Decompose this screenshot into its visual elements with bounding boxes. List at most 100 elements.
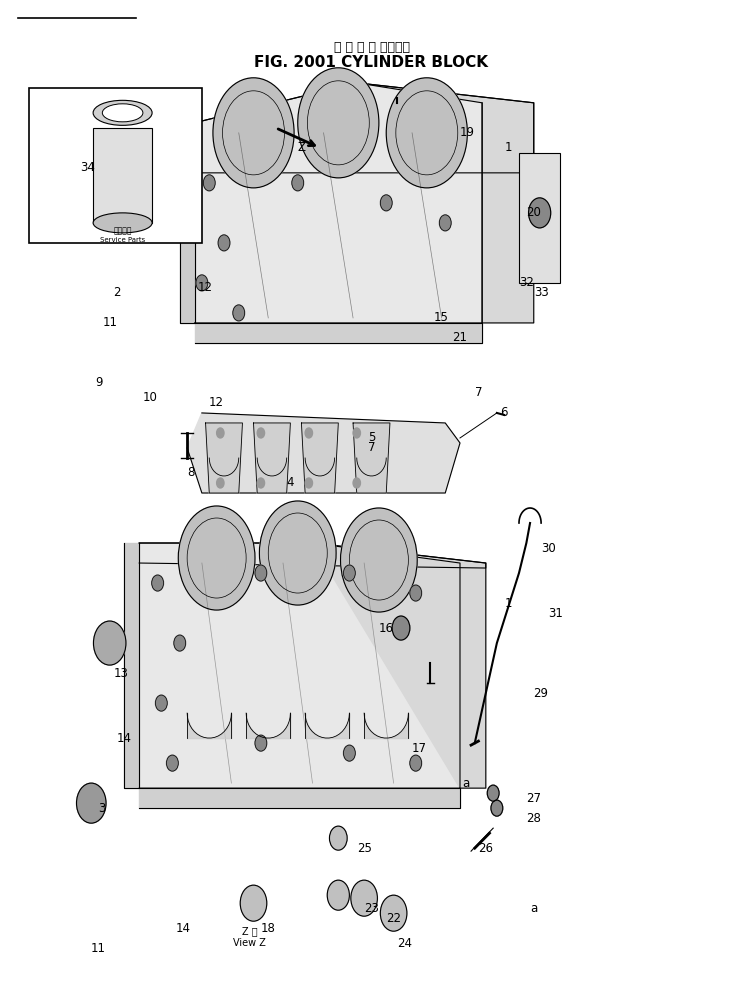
- Text: 11: 11: [103, 317, 117, 329]
- Circle shape: [340, 508, 418, 612]
- Text: FIG. 2001 CYLINDER BLOCK: FIG. 2001 CYLINDER BLOCK: [255, 55, 488, 70]
- Polygon shape: [302, 423, 338, 493]
- Circle shape: [77, 783, 106, 823]
- Polygon shape: [195, 323, 482, 343]
- Circle shape: [128, 188, 165, 237]
- Circle shape: [255, 735, 267, 751]
- Text: 17: 17: [412, 741, 427, 754]
- Polygon shape: [180, 123, 195, 323]
- Text: 12: 12: [198, 282, 213, 295]
- Circle shape: [257, 478, 265, 488]
- Circle shape: [213, 77, 294, 188]
- Text: 5: 5: [368, 432, 375, 445]
- Text: 22: 22: [386, 911, 401, 925]
- Text: Service Parts: Service Parts: [100, 236, 145, 242]
- Text: 1: 1: [504, 597, 512, 610]
- Ellipse shape: [93, 213, 152, 232]
- Text: a: a: [530, 901, 537, 914]
- Text: 20: 20: [526, 206, 541, 219]
- Text: 23: 23: [364, 901, 379, 914]
- Circle shape: [343, 565, 355, 581]
- Circle shape: [94, 621, 126, 665]
- Text: 8: 8: [187, 467, 195, 480]
- Circle shape: [439, 215, 451, 231]
- Text: View Z: View Z: [233, 939, 266, 949]
- Text: 18: 18: [261, 921, 276, 935]
- Circle shape: [353, 478, 360, 488]
- Circle shape: [298, 67, 379, 178]
- Text: 12: 12: [209, 396, 224, 409]
- Text: 34: 34: [80, 161, 95, 174]
- Text: 27: 27: [526, 792, 541, 805]
- Circle shape: [305, 478, 313, 488]
- Circle shape: [351, 880, 377, 916]
- Text: 25: 25: [357, 842, 372, 855]
- Circle shape: [217, 428, 224, 438]
- Circle shape: [218, 234, 230, 250]
- Circle shape: [292, 175, 304, 191]
- Bar: [519, 153, 559, 283]
- Text: 14: 14: [117, 731, 132, 744]
- Text: 26: 26: [478, 842, 493, 855]
- Bar: [93, 128, 152, 223]
- Circle shape: [257, 428, 265, 438]
- Text: 28: 28: [526, 812, 541, 825]
- Polygon shape: [139, 543, 486, 568]
- Circle shape: [487, 785, 499, 801]
- Text: 備品専用: 備品専用: [114, 226, 132, 235]
- Text: 6: 6: [501, 406, 508, 420]
- Circle shape: [305, 428, 313, 438]
- Circle shape: [255, 565, 267, 581]
- Circle shape: [174, 635, 186, 651]
- Circle shape: [410, 756, 421, 772]
- Text: 7: 7: [368, 442, 375, 455]
- Text: 10: 10: [143, 391, 158, 404]
- Polygon shape: [139, 788, 460, 808]
- Text: 24: 24: [398, 937, 412, 950]
- Text: 21: 21: [452, 331, 467, 344]
- Text: Z: Z: [297, 141, 305, 154]
- Text: 1: 1: [504, 141, 512, 154]
- Polygon shape: [253, 423, 291, 493]
- Text: 16: 16: [379, 622, 394, 635]
- Polygon shape: [357, 82, 533, 323]
- Polygon shape: [125, 543, 139, 788]
- Circle shape: [217, 478, 224, 488]
- Text: 4: 4: [287, 477, 294, 490]
- Circle shape: [178, 506, 255, 610]
- Text: a: a: [462, 777, 470, 790]
- Text: 15: 15: [434, 312, 449, 324]
- Text: 7: 7: [475, 386, 482, 399]
- Circle shape: [380, 895, 407, 932]
- Text: 19: 19: [460, 127, 475, 140]
- Circle shape: [327, 880, 349, 910]
- Polygon shape: [139, 543, 460, 788]
- Text: 32: 32: [519, 277, 533, 290]
- Circle shape: [233, 305, 244, 321]
- Circle shape: [152, 575, 163, 592]
- Bar: [28, 88, 202, 242]
- Polygon shape: [195, 82, 482, 323]
- Text: 33: 33: [533, 287, 548, 300]
- Text: 31: 31: [548, 607, 563, 620]
- Text: 29: 29: [533, 686, 548, 699]
- Text: 2: 2: [114, 287, 121, 300]
- Circle shape: [166, 756, 178, 772]
- Polygon shape: [195, 82, 533, 173]
- Circle shape: [386, 77, 467, 188]
- Circle shape: [204, 175, 215, 191]
- Circle shape: [491, 800, 503, 816]
- Polygon shape: [206, 423, 242, 493]
- Text: 13: 13: [114, 667, 129, 680]
- Circle shape: [259, 501, 336, 605]
- Circle shape: [343, 745, 355, 762]
- Text: 30: 30: [541, 541, 556, 554]
- Text: シ リ ン ダ ブロック: シ リ ン ダ ブロック: [334, 41, 409, 54]
- Polygon shape: [353, 423, 390, 493]
- Circle shape: [353, 428, 360, 438]
- Circle shape: [329, 826, 347, 850]
- Circle shape: [410, 585, 421, 601]
- Circle shape: [528, 198, 551, 228]
- Ellipse shape: [93, 101, 152, 126]
- Polygon shape: [187, 412, 460, 493]
